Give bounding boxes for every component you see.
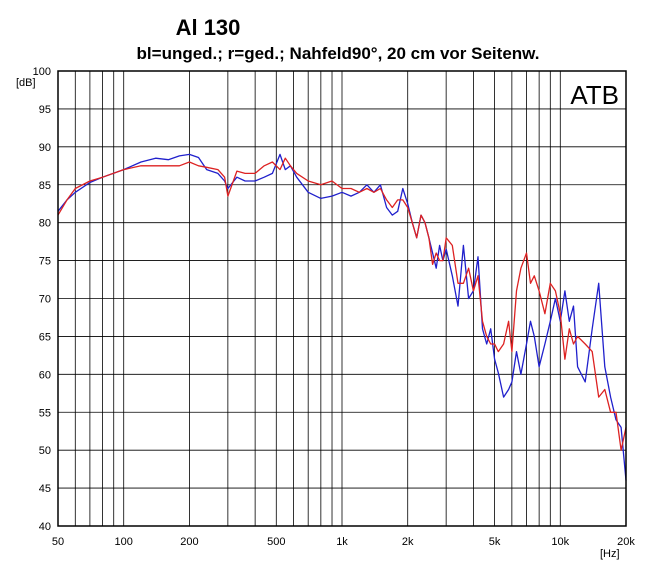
chart-title: Al 130 [176, 15, 241, 40]
plot-area-frame [57, 70, 627, 527]
x-tick-label: 20k [617, 536, 635, 548]
y-tick-label: 45 [39, 483, 51, 495]
x-tick-label: 2k [402, 536, 414, 548]
series-line-red [57, 157, 627, 451]
y-tick-label: 90 [39, 142, 51, 154]
y-tick-label: 65 [39, 331, 51, 343]
chart-subtitle: bl=unged.; r=ged.; Nahfeld90°, 20 cm vor… [137, 44, 540, 63]
x-tick-label: 100 [115, 536, 133, 548]
series-lines [57, 153, 627, 481]
y-tick-label: 50 [39, 445, 51, 457]
x-axis-label: [Hz] [600, 548, 620, 560]
y-axis-label: [dB] [16, 77, 36, 89]
y-tick-label: 95 [39, 104, 51, 116]
y-tick-label: 55 [39, 407, 51, 419]
x-tick-label: 200 [180, 536, 198, 548]
x-tick-label: 50 [52, 536, 64, 548]
y-tick-label: 85 [39, 180, 51, 192]
x-tick-label: 10k [551, 536, 569, 548]
y-tick-label: 40 [39, 521, 51, 533]
y-tick-label: 80 [39, 218, 51, 230]
y-tick-label: 60 [39, 369, 51, 381]
brand-label: ATB [570, 80, 619, 110]
x-tick-label: 1k [336, 536, 348, 548]
x-tick-label: 500 [267, 536, 285, 548]
y-tick-label: 100 [33, 66, 51, 78]
y-tick-label: 75 [39, 256, 51, 268]
x-tick-label: 5k [489, 536, 501, 548]
y-tick-label: 70 [39, 294, 51, 306]
